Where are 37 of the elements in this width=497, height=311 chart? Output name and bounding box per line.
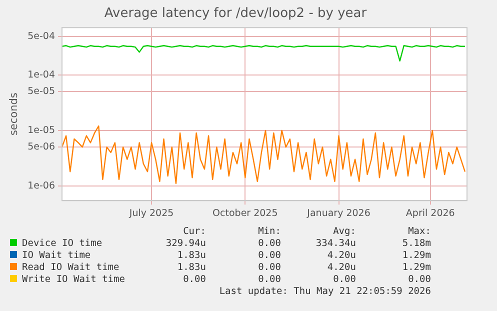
y-tick-label: 5e-04 bbox=[28, 30, 56, 42]
text: 1.83u bbox=[176, 249, 206, 261]
text: 0.00 bbox=[257, 273, 281, 285]
legend-label: Write IO Wait time bbox=[21, 273, 126, 285]
text: 334.34u bbox=[314, 237, 356, 249]
text: Last update: Thu May 21 22:05:59 2026 bbox=[218, 285, 431, 297]
y-tick-label: 1e-06 bbox=[28, 180, 56, 192]
text: 5.18m bbox=[401, 237, 431, 249]
text: Avg: bbox=[332, 225, 356, 237]
x-tick-label: October 2025 bbox=[212, 208, 278, 219]
text: 0.00 bbox=[257, 249, 281, 261]
text: 0.00 bbox=[332, 273, 356, 285]
y-tick-label: 1e-04 bbox=[28, 70, 56, 81]
y-tick-label: 5e-05 bbox=[28, 86, 56, 98]
y-tick-label: 5e-06 bbox=[28, 142, 56, 153]
text: Min: bbox=[257, 225, 281, 237]
text: 0.00 bbox=[257, 261, 281, 273]
text: 0.00 bbox=[257, 237, 281, 249]
text: 0.00 bbox=[182, 273, 206, 285]
text: 1.83u bbox=[176, 261, 206, 273]
text: 1.29m bbox=[401, 261, 431, 273]
x-tick-label: July 2025 bbox=[128, 208, 174, 219]
legend-label: Read IO Wait time bbox=[21, 261, 120, 273]
text: 0.00 bbox=[407, 273, 431, 285]
text: 4.20u bbox=[326, 249, 356, 261]
text: 329.94u bbox=[164, 237, 206, 249]
y-tick-label: 1e-05 bbox=[28, 124, 56, 136]
y-axis-title: seconds bbox=[8, 92, 20, 136]
x-tick-label: April 2026 bbox=[406, 208, 455, 219]
text: 1.29m bbox=[401, 249, 431, 261]
text: Cur: bbox=[182, 225, 206, 237]
x-tick-label: January 2026 bbox=[306, 208, 370, 219]
chart-title: Average latency for /dev/loop2 - by year bbox=[104, 6, 368, 22]
text: 4.20u bbox=[326, 261, 356, 273]
text: Max: bbox=[407, 225, 431, 237]
legend-label: IO Wait time bbox=[21, 249, 92, 261]
legend-label: Device IO time bbox=[21, 237, 104, 249]
